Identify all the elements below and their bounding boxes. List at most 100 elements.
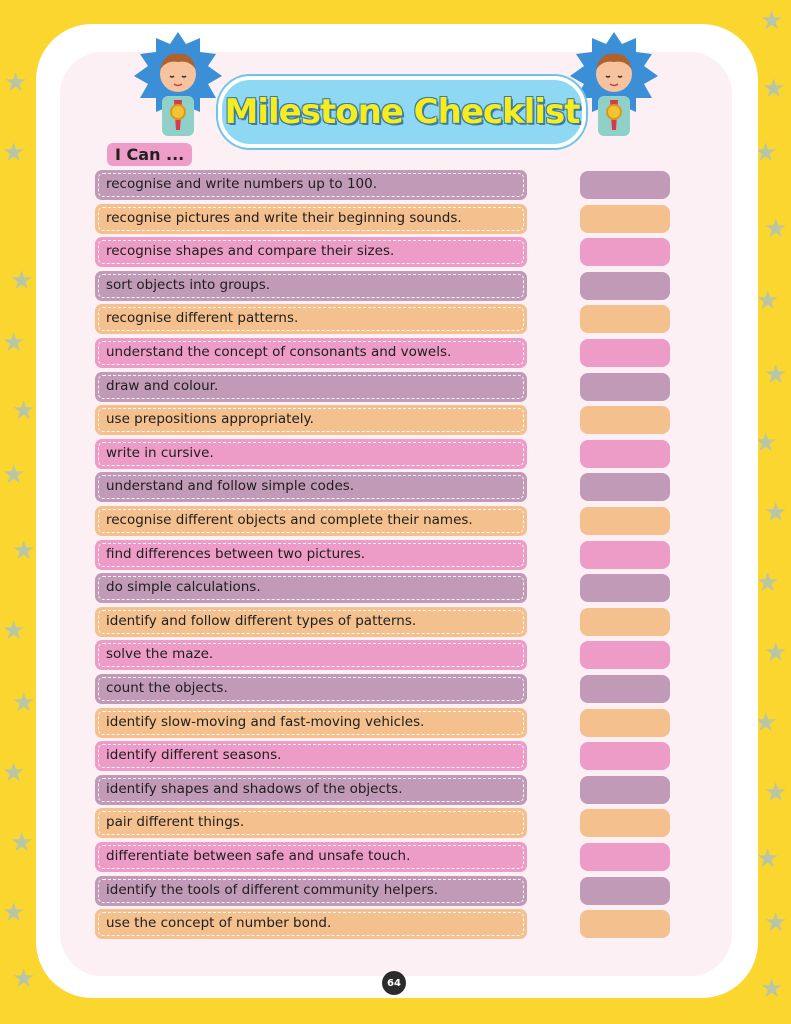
checkbox-tick-area[interactable] (580, 541, 670, 569)
checklist-item-text: identify slow-moving and fast-moving veh… (106, 714, 425, 730)
checkbox-tick-area[interactable] (580, 641, 670, 669)
star-icon: ★ (764, 360, 788, 390)
checklist-item: use the concept of number bond. (95, 909, 527, 939)
checklist-item-dashed-border (98, 207, 524, 231)
checklist-item-dashed-border (98, 845, 524, 869)
checklist-item-text: recognise and write numbers up to 100. (106, 176, 378, 192)
star-icon: ★ (12, 964, 36, 994)
checklist-item: understand and follow simple codes. (95, 472, 527, 502)
checkbox-tick-area[interactable] (580, 238, 670, 266)
star-icon: ★ (764, 638, 788, 668)
checklist-item-dashed-border (98, 442, 524, 466)
checklist-item-text: understand and follow simple codes. (106, 478, 355, 494)
checkbox-tick-area[interactable] (580, 473, 670, 501)
checkbox-tick-area[interactable] (580, 742, 670, 770)
checklist-item-text: identify different seasons. (106, 747, 282, 763)
star-icon: ★ (764, 214, 788, 244)
title-banner: Milestone Checklist (218, 76, 586, 148)
checklist-item-text: recognise different objects and complete… (106, 512, 473, 528)
checkbox-tick-area[interactable] (580, 205, 670, 233)
checklist-item-dashed-border (98, 307, 524, 331)
checklist-item-dashed-border (98, 811, 524, 835)
checklist-item-dashed-border (98, 711, 524, 735)
star-icon: ★ (12, 396, 36, 426)
star-icon: ★ (754, 708, 778, 738)
checklist-item-text: sort objects into groups. (106, 277, 271, 293)
checkbox-tick-area[interactable] (580, 709, 670, 737)
checklist-item: find differences between two pictures. (95, 540, 527, 570)
checkbox-tick-area[interactable] (580, 272, 670, 300)
checkbox-tick-area[interactable] (580, 910, 670, 938)
checkbox-tick-area[interactable] (580, 171, 670, 199)
page-title: Milestone Checklist (224, 92, 581, 132)
checklist-item-text: understand the concept of consonants and… (106, 344, 452, 360)
boy-with-medal-illustration (570, 32, 658, 136)
checklist-item: recognise and write numbers up to 100. (95, 170, 527, 200)
star-icon: ★ (756, 568, 780, 598)
checklist-item-text: identify the tools of different communit… (106, 882, 439, 898)
checkbox-tick-area[interactable] (580, 877, 670, 905)
checkbox-tick-area[interactable] (580, 776, 670, 804)
checklist-item: recognise different objects and complete… (95, 506, 527, 536)
checklist-item-text: write in cursive. (106, 445, 214, 461)
checklist-item: write in cursive. (95, 439, 527, 469)
star-icon: ★ (754, 138, 778, 168)
checklist-item: recognise different patterns. (95, 304, 527, 334)
checklist-item-text: identify and follow different types of p… (106, 613, 417, 629)
boy-with-medal-illustration (134, 32, 222, 136)
checklist-item-dashed-border (98, 778, 524, 802)
checklist-item-text: recognise shapes and compare their sizes… (106, 243, 395, 259)
checklist-item: pair different things. (95, 808, 527, 838)
checklist-item-text: identify shapes and shadows of the objec… (106, 781, 403, 797)
checklist-item-text: pair different things. (106, 814, 245, 830)
checklist-item-text: recognise different patterns. (106, 310, 299, 326)
checklist-item: understand the concept of consonants and… (95, 338, 527, 368)
checklist-item-text: find differences between two pictures. (106, 546, 366, 562)
checklist-item-dashed-border (98, 375, 524, 399)
checklist-item: draw and colour. (95, 372, 527, 402)
checklist-item-dashed-border (98, 744, 524, 768)
checkbox-tick-area[interactable] (580, 843, 670, 871)
checklist-item-dashed-border (98, 274, 524, 298)
checkbox-tick-area[interactable] (580, 507, 670, 535)
checklist-item-text: solve the maze. (106, 646, 214, 662)
star-icon: ★ (764, 498, 788, 528)
star-icon: ★ (764, 908, 788, 938)
checkbox-tick-area[interactable] (580, 574, 670, 602)
section-label: I Can ... (107, 143, 193, 166)
checklist-item: count the objects. (95, 674, 527, 704)
checkbox-tick-area[interactable] (580, 406, 670, 434)
checklist-item-text: draw and colour. (106, 378, 219, 394)
checklist-item: identify shapes and shadows of the objec… (95, 775, 527, 805)
checklist-item: use prepositions appropriately. (95, 405, 527, 435)
checklist-item-dashed-border (98, 509, 524, 533)
checklist-item: recognise shapes and compare their sizes… (95, 237, 527, 267)
checkbox-tick-area[interactable] (580, 608, 670, 636)
checklist-item: identify slow-moving and fast-moving veh… (95, 708, 527, 738)
checkbox-tick-area[interactable] (580, 305, 670, 333)
checklist-item-dashed-border (98, 240, 524, 264)
checklist-item-dashed-border (98, 677, 524, 701)
checklist-item-text: use the concept of number bond. (106, 915, 332, 931)
checklist-item-dashed-border (98, 610, 524, 634)
checkbox-tick-area[interactable] (580, 339, 670, 367)
checklist-item-dashed-border (98, 576, 524, 600)
star-icon: ★ (2, 616, 26, 646)
star-icon: ★ (2, 758, 26, 788)
checkbox-tick-area[interactable] (580, 373, 670, 401)
checkbox-tick-area[interactable] (580, 440, 670, 468)
checklist-item: differentiate between safe and unsafe to… (95, 842, 527, 872)
checkbox-tick-area[interactable] (580, 675, 670, 703)
checklist-item: identify and follow different types of p… (95, 607, 527, 637)
star-icon: ★ (12, 688, 36, 718)
checklist-item: identify different seasons. (95, 741, 527, 771)
star-icon: ★ (10, 266, 34, 296)
checklist-item-text: use prepositions appropriately. (106, 411, 314, 427)
checklist-item: solve the maze. (95, 640, 527, 670)
star-icon: ★ (760, 974, 784, 1004)
star-icon: ★ (2, 460, 26, 490)
checklist-item-text: differentiate between safe and unsafe to… (106, 848, 411, 864)
checklist-item-dashed-border (98, 475, 524, 499)
checkbox-tick-area[interactable] (580, 809, 670, 837)
star-icon: ★ (756, 844, 780, 874)
